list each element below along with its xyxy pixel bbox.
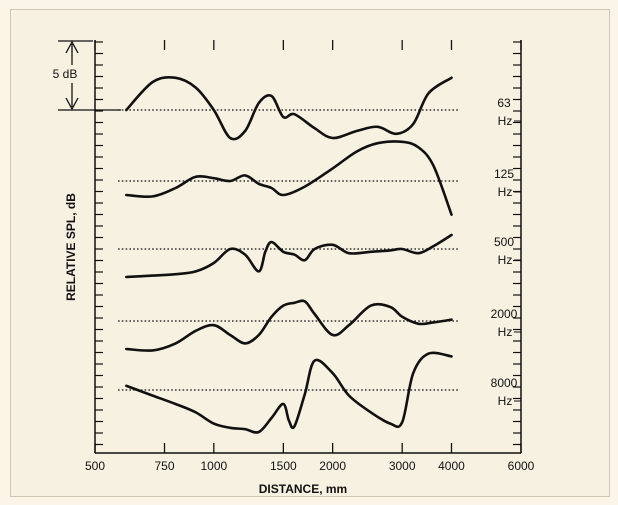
axes [94, 40, 522, 454]
series-label-value: 63 [497, 96, 511, 110]
x-tick-label: 2000 [319, 459, 346, 473]
series-label-value: 500 [494, 235, 514, 249]
scale-bar-arrowhead-bottom [65, 97, 79, 111]
series-label-value: 125 [494, 167, 514, 181]
tick-marks [94, 40, 522, 453]
x-tick-label: 3000 [389, 459, 416, 473]
x-tick-label: 500 [85, 459, 105, 473]
x-tick-label: 4000 [438, 459, 465, 473]
series-label-unit: Hz [498, 394, 513, 408]
scale-bar-label-bg [47, 65, 83, 83]
y-axis-title: RELATIVE SPL, dB [64, 193, 78, 301]
x-tick-label: 1000 [200, 459, 227, 473]
series-label-value: 2000 [491, 307, 518, 321]
series [118, 76, 458, 434]
series-line-8000-hz [125, 351, 453, 434]
scale-bar: 5 dB [47, 40, 121, 111]
x-tick-label: 6000 [508, 459, 535, 473]
series-label-unit: Hz [498, 185, 513, 199]
series-label-unit: Hz [498, 325, 513, 339]
series-label-unit: Hz [498, 253, 513, 267]
series-label-value: 8000 [491, 376, 518, 390]
scale-bar-arrowhead-top [65, 40, 79, 54]
x-axis-title: DISTANCE, mm [259, 482, 347, 496]
series-line-125-hz [125, 140, 453, 216]
series-line-2000-hz [125, 299, 453, 352]
series-line-63-hz [125, 76, 453, 141]
x-tick-label: 750 [154, 459, 174, 473]
x-tick-label: 1500 [270, 459, 297, 473]
x-tick-labels: 500 750 1000 1500 2000 3000 4000 6000 [85, 459, 535, 473]
series-labels: 63 Hz 125 Hz 500 Hz 2000 Hz 8000 Hz [491, 96, 521, 408]
scale-bar-label: 5 dB [53, 67, 78, 81]
series-line-500-hz [125, 233, 453, 279]
series-label-unit: Hz [498, 114, 513, 128]
